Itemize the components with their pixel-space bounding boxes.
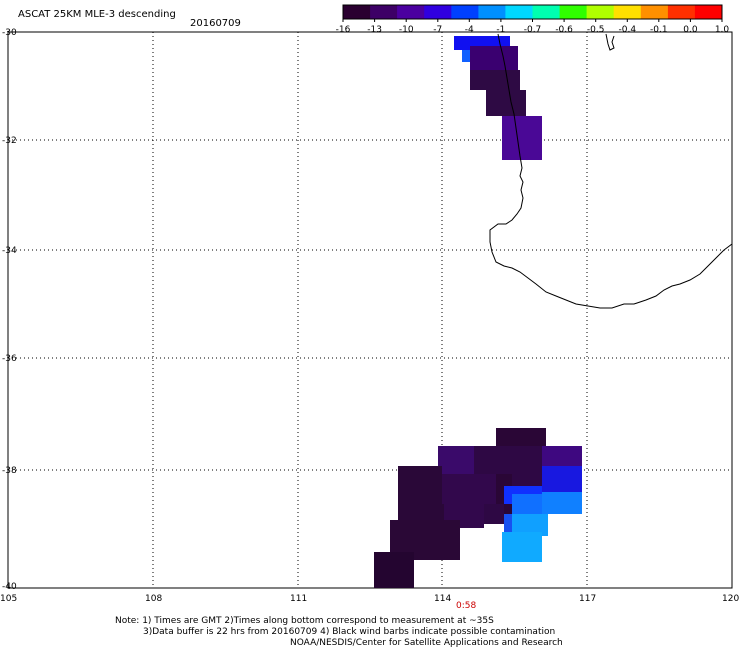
colorbar-label: -10 [399, 25, 414, 35]
lat-label: -38 [2, 466, 17, 476]
lat-label: -30 [2, 28, 17, 38]
colorbar-label: -0.6 [555, 25, 573, 35]
colorbar-label: 1.0 [715, 25, 730, 35]
note-line-2: 3)Data buffer is 22 hrs from 20160709 4)… [143, 627, 556, 637]
lat-label: -36 [2, 354, 17, 364]
lat-label: -40 [2, 582, 17, 592]
colorbar-label: -0.4 [619, 25, 637, 35]
colorbar-label: -1 [496, 25, 505, 35]
lat-labels: -30 -32 -34 -36 -38 -40 [2, 28, 17, 592]
lon-labels: 105 108 111 114 117 120 [0, 594, 739, 604]
colorbar-label: -0.7 [524, 25, 542, 35]
lon-label: 111 [290, 594, 307, 604]
colorbar-label: -0.1 [650, 25, 668, 35]
note-line-3: NOAA/NESDIS/Center for Satellite Applica… [290, 638, 563, 648]
lon-label: 120 [722, 594, 739, 604]
colorbar-segment [667, 5, 696, 19]
lon-label: 114 [434, 594, 451, 604]
graticule [8, 32, 732, 588]
lon-label: 108 [145, 594, 162, 604]
note-line-1: Note: 1) Times are GMT 2)Times along bot… [115, 616, 494, 626]
swath-south [374, 428, 582, 588]
colorbar-segment [640, 5, 669, 19]
colorbar-segment [694, 5, 723, 19]
coastline [489, 33, 733, 309]
map-frame [7, 31, 733, 589]
lon-label: 117 [579, 594, 596, 604]
colorbar-segment [478, 5, 506, 19]
colorbar: -16 -13 -10 -7 -4 -1 -0.7 -0.6 -0.5 -0.4 -0.1 0.0 1.… [336, 4, 730, 35]
colorbar-label: 0.0 [683, 25, 698, 35]
colorbar-label: -13 [367, 25, 382, 35]
product-date: 20160709 [190, 18, 241, 29]
colorbar-segment [424, 5, 452, 19]
lat-label: -34 [2, 246, 17, 256]
time-label: 0:58 [456, 601, 476, 611]
colorbar-label: -7 [433, 25, 442, 35]
colorbar-segment [397, 5, 425, 19]
colorbar-segment [370, 5, 398, 19]
colorbar-segment [505, 5, 533, 19]
colorbar-segment [586, 5, 615, 19]
colorbar-segment [532, 5, 561, 19]
lon-label: 105 [0, 594, 17, 604]
product-title: ASCAT 25KM MLE-3 descending [18, 9, 176, 20]
colorbar-label: -0.5 [587, 25, 605, 35]
colorbar-label: -4 [465, 25, 474, 35]
colorbar-segment [613, 5, 642, 19]
colorbar-segment [343, 5, 371, 19]
swath-north [454, 36, 542, 160]
lat-label: -32 [2, 136, 17, 146]
colorbar-label: -16 [336, 25, 351, 35]
colorbar-segment [451, 5, 479, 19]
colorbar-segment [559, 5, 588, 19]
